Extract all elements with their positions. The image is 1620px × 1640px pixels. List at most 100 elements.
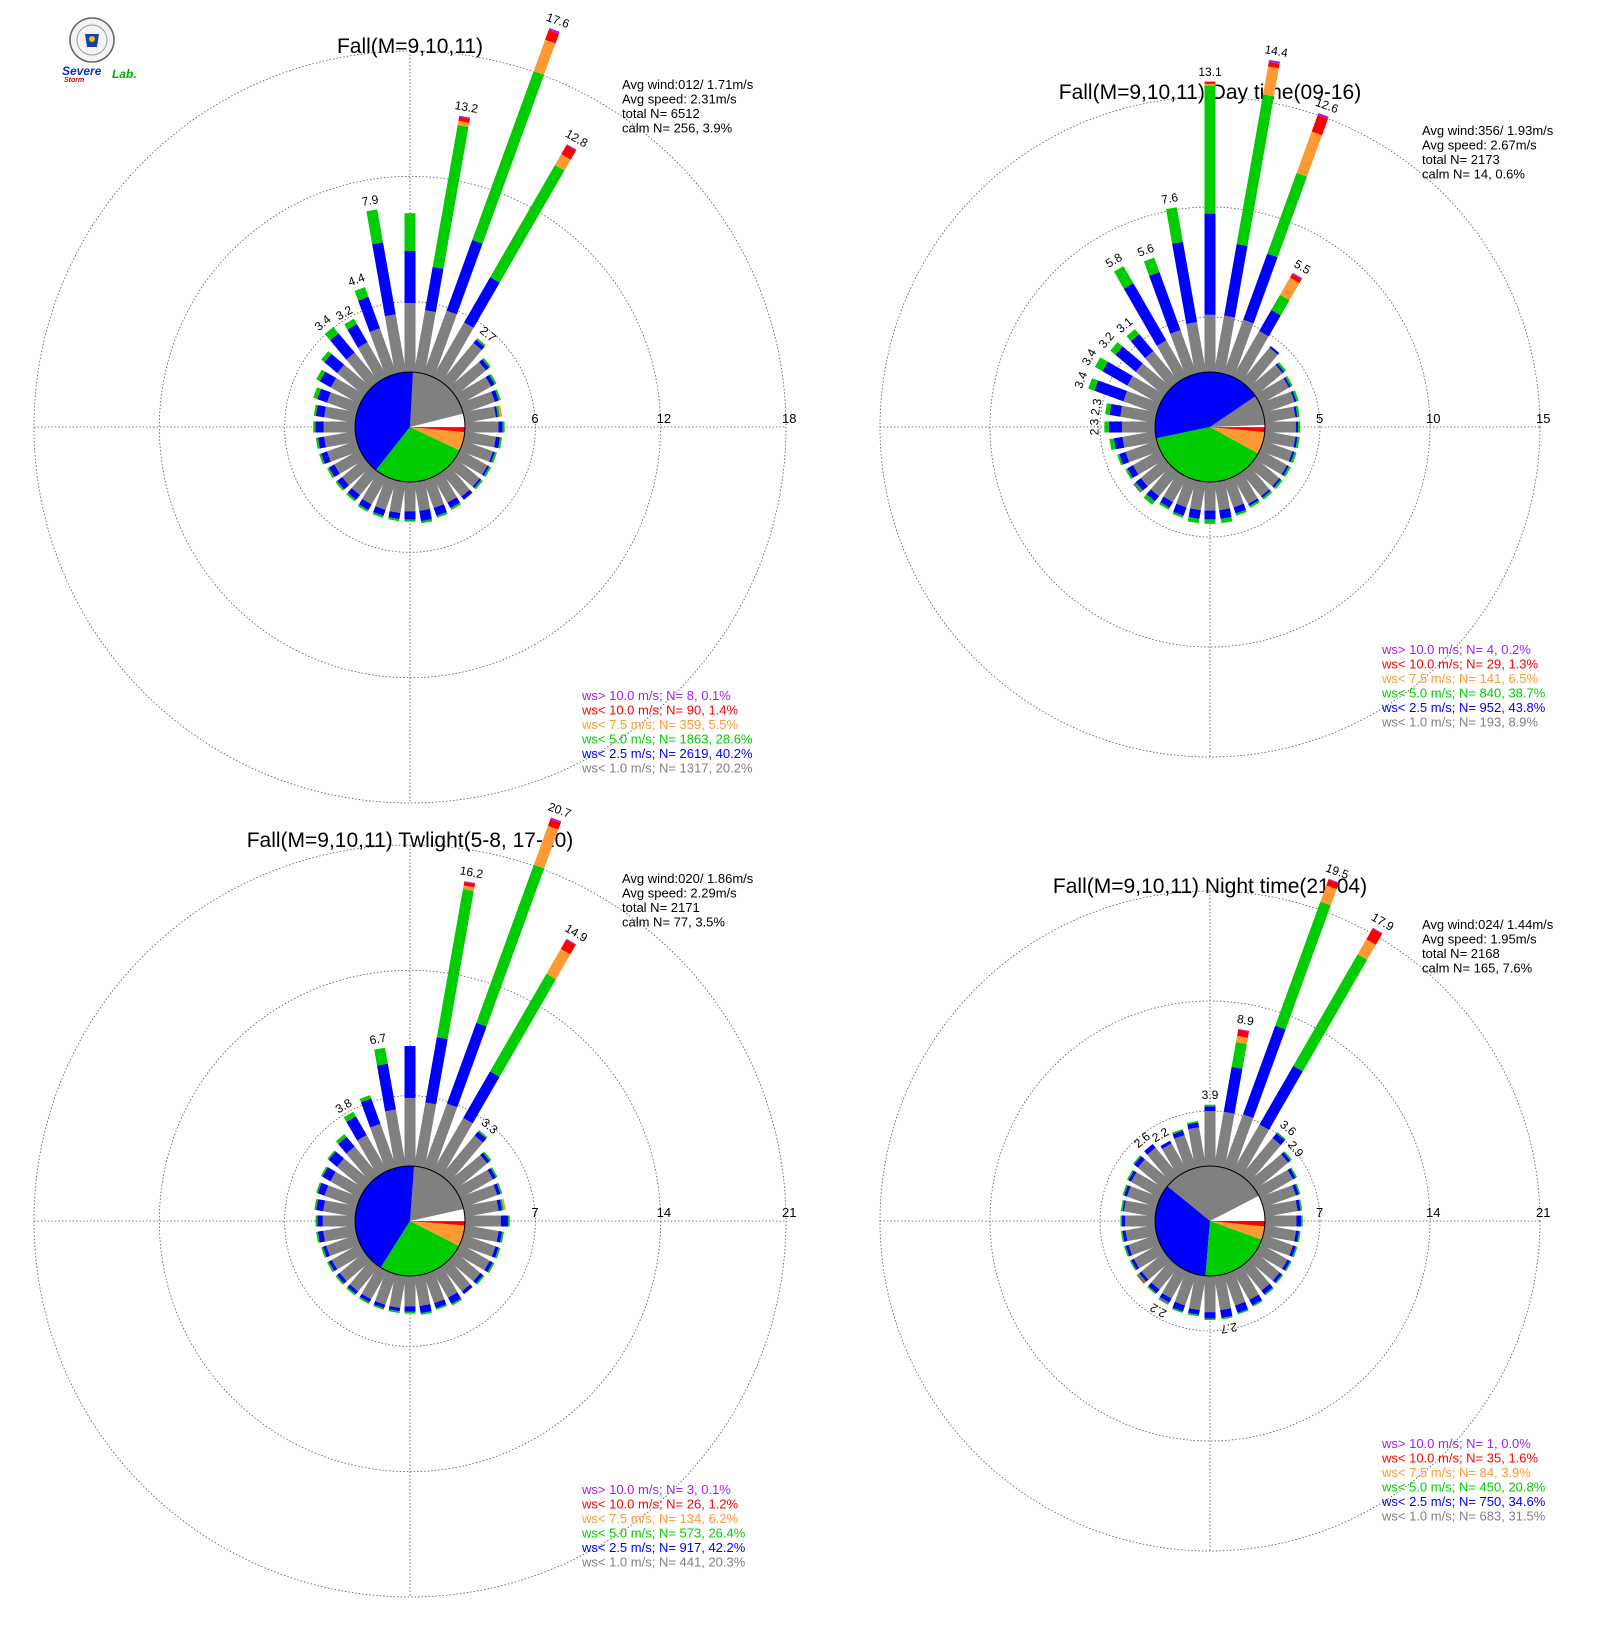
petal-260 [1109,431,1157,450]
petal-segment-lt5 [420,1311,432,1315]
petal-segment-lt5 [315,1215,318,1227]
petal-segment-lt2_5 [372,242,396,317]
petal-segment-lt5 [1172,1129,1183,1135]
petal-segment-lt7_5 [1296,131,1323,177]
petal-segment-lt2_5 [487,1168,497,1180]
petal-170 [1214,1274,1233,1320]
petal-350 [1165,207,1206,374]
petal-segment-lt5 [1297,1231,1301,1243]
range-ring [1099,1110,1321,1332]
petal-segment-lt10 [1289,273,1302,284]
petal-segment-lt1 [414,310,436,374]
petal-180 [404,1276,416,1314]
pie-slice-lt10 [410,427,465,433]
petal-segment-lt5 [1187,1121,1199,1125]
petal-350 [374,1047,406,1168]
petal-segment-lt5 [1133,482,1143,493]
petal-340 [354,287,397,378]
petal-180 [1204,1276,1216,1320]
petal-segment-lt2_5 [347,1284,359,1295]
legend-entry-lt7-5: ws< 7.5 m/s; N= 141, 6.5% [1381,671,1539,686]
petal-segment-lt5 [495,1247,501,1259]
petal-segment-lt2_5 [324,353,345,374]
petal-segment-lt5 [474,479,483,490]
petal-segment-lt5 [1295,436,1300,449]
petal-segment-lt2_5 [1130,334,1154,359]
petal-150 [1232,471,1260,508]
petal-segment-lt5 [313,404,318,416]
pie-slice-lt10 [1210,427,1265,433]
petal-segment-lt2_5 [1295,421,1298,433]
petal-280 [1105,403,1157,423]
petal-segment-lt1 [1135,363,1172,396]
petal-30 [1232,927,1383,1177]
petal-segment-lt5 [346,1287,356,1296]
petal-segment-lt1 [331,1243,366,1270]
petal-segment-gt10 [566,144,577,151]
stat-calm: calm N= 165, 7.6% [1422,961,1533,976]
petal-segment-lt5 [313,421,316,433]
petal-260 [315,431,357,449]
legend-entry-lt10: ws< 10.0 m/s; N= 29, 1.3% [1381,657,1539,672]
severe-storm-lab-logo: Severe Storm Lab. [62,17,137,84]
petal-segment-lt1 [448,1252,481,1282]
petal-segment-lt2_5 [358,499,372,510]
pie-slice-lt5 [380,1221,459,1276]
petal-segment-lt10 [1237,1029,1249,1038]
petal-segment-lt5 [1264,1287,1274,1296]
legend-entry-lt1: ws< 1.0 m/s; N= 441, 20.3% [581,1555,746,1570]
petal-segment-lt2_5 [1122,1230,1128,1242]
petal-segment-lt5 [1172,1307,1183,1313]
petal-segment-lt2_5 [1122,1200,1126,1212]
petal-segment-lt2_5 [322,1167,336,1182]
petal-segment-lt2_5 [376,1063,396,1112]
petal-segment-lt2_5 [337,476,350,490]
petal-segment-lt2_5 [317,1182,329,1196]
petal-segment-lt1 [1137,1159,1172,1190]
petal-110 [1259,440,1297,464]
petal-segment-lt1 [1122,431,1157,448]
petal-segment-lt2_5 [1122,1215,1126,1227]
petal-segment-lt5 [1231,1042,1247,1069]
petal-segment-lt2_5 [1269,345,1280,355]
petal-segment-lt1 [1126,1186,1161,1208]
petal-130 [1248,458,1283,490]
petal-segment-lt5 [366,209,384,245]
petal-segment-lt1 [362,471,388,505]
stat-total: total N= 2168 [1422,946,1500,961]
petal-segment-lt1 [384,314,406,374]
petal-230 [1136,1252,1172,1284]
petal-140 [441,465,473,500]
petal-segment-lt2_5 [1204,213,1216,315]
petal-segment-lt1 [324,406,357,423]
petal-segment-lt5 [1204,1104,1216,1107]
petal-segment-lt5 [1301,1215,1303,1227]
petal-segment-lt2_5 [1272,477,1281,488]
petal-210 [358,1265,388,1304]
petal-260 [1120,1225,1157,1242]
petal-segment-lt2_5 [1127,465,1139,478]
petal-segment-lt1 [432,471,457,503]
petal-segment-lt2_5 [404,1046,416,1098]
petal-segment-lt2_5 [404,1306,416,1312]
petal-240 [1129,1243,1166,1271]
petal-segment-lt10 [458,116,470,123]
petal-segment-lt5 [500,1199,504,1211]
petal-segment-lt1 [448,361,487,396]
petal-segment-lt1 [1123,1200,1157,1217]
petal-segment-lt5 [344,318,357,330]
petal-segment-lt5 [327,467,335,479]
petal-segment-lt5 [1262,490,1273,500]
stat-avg-speed: Avg speed: 2.67m/s [1422,138,1537,153]
petal-segment-lt2_5 [1220,1308,1233,1318]
legend-entry-gt10: ws> 10.0 m/s; N= 8, 0.1% [581,688,731,703]
petal-segment-lt1 [1204,1111,1216,1166]
ring-label: 21 [1536,1205,1550,1220]
petal-segment-lt5 [482,1151,492,1162]
petal-segment-lt1 [465,1215,501,1227]
petal-segment-lt1 [1265,1215,1297,1227]
stat-avg-speed: Avg speed: 2.29m/s [622,886,737,901]
petal-segment-lt2_5 [461,489,473,500]
petal-250 [1123,1234,1161,1257]
petal-segment-lt1 [463,406,496,423]
